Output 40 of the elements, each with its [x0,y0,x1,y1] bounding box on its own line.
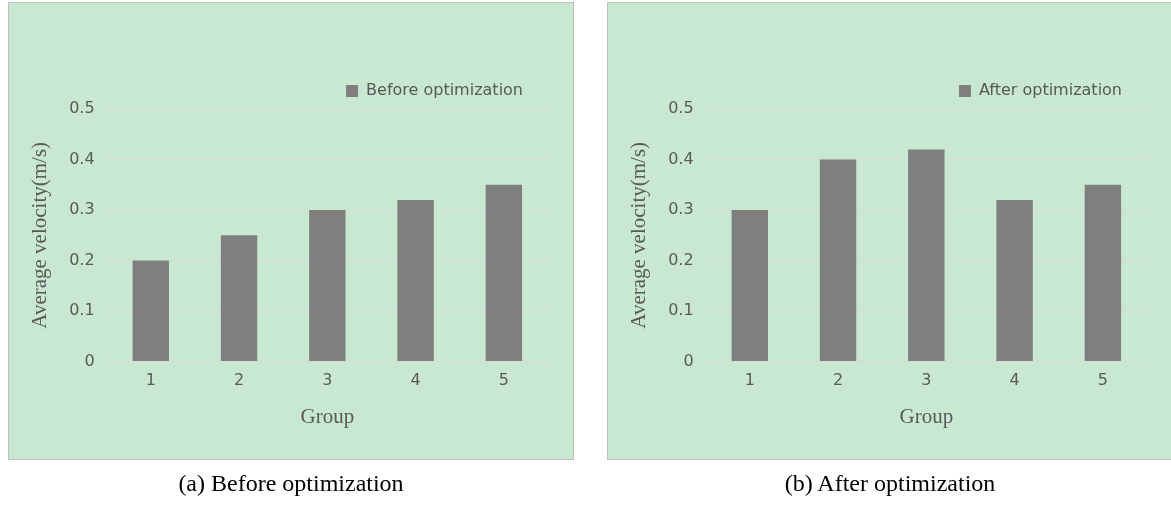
x-tick-label: 5 [1097,370,1108,390]
y-axis-title: Average velocity(m/s) [626,141,651,329]
text: (b) After optimization [783,470,997,497]
text: (a) Before optimization [177,470,405,497]
bar [132,260,169,362]
x-tick-label: 1 [145,370,156,390]
x-axis-title: Group [899,403,954,428]
x-tick-label: 1 [744,370,755,390]
bar [220,235,258,362]
y-tick-label: 0.3 [668,199,694,219]
y-tick-label: 0.1 [668,300,694,320]
y-tick-label: 0.3 [69,199,95,219]
x-tick-label: 5 [498,370,509,390]
legend-label: Before optimization [366,80,524,100]
x-tick-label: 2 [832,370,844,390]
x-tick-label: 3 [921,370,932,390]
y-tick-label: 0.5 [668,98,694,118]
bar [731,210,768,362]
bar [397,199,434,362]
bar [819,159,857,362]
y-tick-label: 0.4 [69,148,95,168]
y-tick-label: 0.5 [69,98,95,118]
y-tick-label: 0.2 [69,249,95,269]
x-tick-label: 3 [322,370,333,390]
x-tick-label: 2 [233,370,245,390]
x-axis-title: Group [300,403,355,428]
y-tick-label: 0.4 [668,148,694,168]
y-tick-label: 0 [683,350,694,370]
x-tick-label: 4 [1009,370,1020,390]
bar [996,199,1033,362]
x-tick-label: 4 [410,370,421,390]
y-tick-label: 0.1 [69,300,95,320]
legend-label: After optimization [978,80,1123,100]
y-tick-label: 0 [84,350,95,370]
bar [1084,184,1122,362]
y-axis-title: Average velocity(m/s) [27,141,52,329]
y-tick-label: 0.2 [668,249,694,269]
bar [908,149,945,362]
bar [485,184,523,362]
bar [309,210,346,362]
